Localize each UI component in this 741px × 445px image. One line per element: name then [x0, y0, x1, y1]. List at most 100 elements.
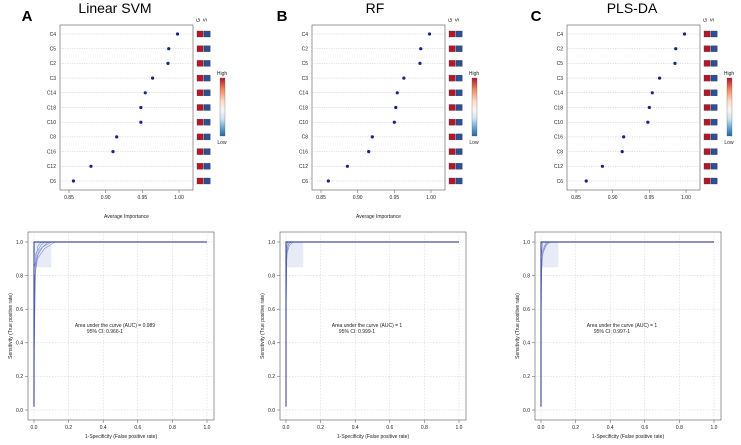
heat-cell	[455, 104, 463, 111]
auc-annotation: Area under the curve (AUC) = 1	[332, 323, 403, 329]
heat-cell	[448, 45, 456, 52]
heat-cell	[703, 133, 711, 141]
y-tick-label: 0.0	[523, 408, 530, 414]
color-legend-bar	[471, 77, 478, 137]
feature-label: C16	[554, 135, 563, 141]
auc-annotation: Area under the curve (AUC) = 0.989	[75, 323, 155, 329]
x-axis-label: 1-Specificity (False positive rate)	[85, 434, 158, 440]
heat-cell	[196, 74, 204, 82]
heat-cell	[455, 60, 463, 67]
x-tick-label: 0.85	[571, 195, 581, 201]
heat-cell	[455, 30, 463, 38]
feature-label: C8	[50, 135, 57, 141]
y-tick-label: 1.0	[268, 240, 275, 246]
y-tick-label: 0.6	[16, 307, 23, 313]
feature-label: C12	[47, 164, 56, 170]
feature-label: C2	[50, 61, 57, 67]
y-tick-label: 0.2	[16, 374, 23, 380]
feature-label: C18	[554, 105, 563, 111]
panel-label: B	[277, 8, 288, 25]
legend-low-label: Low	[469, 140, 479, 146]
y-tick-label: 0.0	[268, 408, 275, 414]
panel-label: A	[22, 8, 33, 25]
legend-low-label: Low	[724, 140, 734, 146]
feature-label: C6	[302, 179, 309, 185]
feature-label: C3	[557, 76, 564, 82]
heat-cell	[710, 163, 718, 170]
heat-cell	[448, 163, 456, 170]
x-tick-label: 0.90	[608, 195, 618, 201]
importance-point	[367, 150, 371, 154]
feature-label: C4	[50, 32, 57, 38]
importance-panel-b: B RF C4 C2 C5 C3 C14 C18 C10 C8 C16 C12 C6 G S High Low 0…	[277, 0, 480, 220]
x-tick-label: 0.4	[100, 425, 107, 431]
heat-cell	[455, 74, 463, 82]
feature-label: C10	[47, 120, 56, 126]
x-tick-label: 0.4	[352, 425, 359, 431]
heat-cell	[710, 177, 718, 185]
heat-cell	[448, 104, 456, 111]
heat-cell	[196, 163, 204, 170]
heat-cell	[455, 163, 463, 170]
roc-main-curve	[285, 241, 459, 407]
heat-cell	[703, 74, 711, 82]
heat-cell	[196, 45, 204, 52]
x-tick-label: 0.8	[169, 425, 176, 431]
importance-point	[143, 91, 147, 95]
feature-label: C10	[554, 120, 563, 126]
importance-panel-c: C PLS-DA C4 C2 C5 C3 C14 C18 C10 C16 C8 C12 C6 G S High…	[531, 0, 735, 201]
feature-label: C6	[50, 179, 57, 185]
ci-band	[541, 242, 559, 268]
importance-point	[427, 32, 432, 36]
heat-cell	[203, 119, 211, 126]
y-tick-label: 0.8	[268, 273, 275, 279]
heat-cell	[196, 30, 204, 38]
heat-cell	[203, 30, 211, 38]
heat-cell	[455, 133, 463, 141]
heat-cell	[455, 45, 463, 52]
heat-cell	[710, 133, 718, 141]
importance-point	[71, 179, 75, 183]
feature-label: C12	[554, 164, 563, 170]
heat-cell	[448, 119, 456, 126]
roc-panel-a: 0.0 0.0 0.2 0.2 0.4 0.4 0.6 0.6 0.8 0.8 1.0 1.0 Area…	[8, 231, 215, 440]
roc-curve	[540, 241, 714, 259]
importance-point	[584, 179, 588, 183]
heat-cell	[703, 148, 711, 155]
importance-point	[151, 76, 155, 80]
group-label: S	[203, 18, 209, 22]
importance-point	[620, 150, 624, 154]
x-tick-label: 0.90	[101, 195, 111, 201]
y-tick-label: 0.2	[523, 374, 530, 380]
x-tick-label: 1.0	[711, 425, 718, 431]
heat-cell	[455, 148, 463, 155]
x-tick-label: 0.2	[317, 425, 324, 431]
legend-high-label: High	[217, 71, 228, 77]
importance-point	[111, 150, 115, 154]
importance-point	[395, 91, 399, 95]
importance-point	[345, 164, 349, 168]
heat-cell	[448, 89, 456, 96]
roc-curve	[285, 241, 459, 318]
feature-label: C8	[557, 149, 564, 155]
heat-cell	[703, 30, 711, 38]
plot-frame	[27, 231, 215, 421]
x-tick-label: 0.8	[676, 425, 683, 431]
importance-point	[647, 105, 651, 110]
y-tick-label: 0.4	[523, 341, 530, 347]
feature-label: C10	[299, 120, 308, 126]
importance-point	[658, 76, 662, 80]
importance-point	[370, 135, 374, 139]
x-tick-label: 0.95	[137, 195, 147, 201]
heat-cell	[710, 119, 718, 126]
feature-label: C14	[47, 91, 56, 97]
roc-curve	[33, 241, 207, 293]
feature-label: C5	[50, 47, 57, 53]
auc-annotation: Area under the curve (AUC) = 1	[587, 323, 658, 329]
x-axis-label: Average Importance	[356, 214, 401, 220]
heat-cell	[455, 89, 463, 96]
roc-panel-b: 0.0 0.0 0.2 0.2 0.4 0.4 0.6 0.6 0.8 0.8 1.0 1.0 Area…	[260, 231, 467, 440]
y-tick-label: 0.0	[16, 408, 23, 414]
x-tick-label: 0.8	[421, 425, 428, 431]
heat-cell	[448, 177, 456, 185]
